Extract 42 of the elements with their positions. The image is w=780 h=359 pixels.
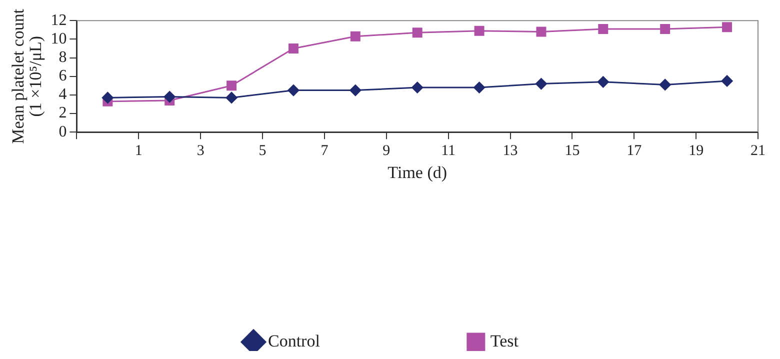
- point: [722, 22, 732, 32]
- point: [226, 80, 237, 91]
- point: [288, 43, 298, 54]
- x-tick-label: 13: [502, 143, 518, 160]
- point: [660, 24, 670, 34]
- point: [412, 82, 424, 94]
- point: [659, 78, 671, 90]
- x-tick-label: 19: [688, 143, 704, 160]
- x-axis-title: Time (d): [388, 162, 448, 182]
- point: [721, 75, 733, 87]
- y-tick-label: 10: [50, 30, 67, 48]
- y-tick-label: 0: [58, 123, 67, 140]
- point: [535, 78, 547, 90]
- point: [350, 84, 362, 96]
- point: [350, 31, 360, 42]
- x-tick-label: 3: [196, 143, 204, 160]
- point: [226, 92, 238, 104]
- x-tick-label: 15: [564, 143, 580, 160]
- y-tick-label: 12: [50, 12, 67, 29]
- x-tick-label: 7: [320, 143, 329, 160]
- y-tick-label: 8: [58, 48, 67, 66]
- point: [288, 84, 300, 96]
- x-tick-label: 1: [134, 143, 142, 160]
- legend-label: Test: [490, 331, 519, 350]
- y-axis-title: Mean platelet count (1 ×10⁵/μL): [8, 8, 46, 144]
- y-tick-label: 4: [58, 86, 67, 104]
- point: [474, 82, 486, 94]
- point: [597, 76, 609, 88]
- x-tick-label: 21: [750, 143, 766, 160]
- point: [474, 26, 484, 36]
- y-tick-label: 2: [58, 104, 67, 122]
- legend-label: Control: [268, 331, 320, 350]
- point: [164, 91, 176, 103]
- x-tick-label: 9: [382, 143, 390, 160]
- point: [412, 28, 422, 38]
- point: [536, 26, 546, 37]
- y-tick-label: 6: [58, 68, 67, 85]
- point: [102, 92, 114, 104]
- x-tick-label: 11: [441, 143, 456, 160]
- point: [598, 24, 608, 34]
- x-tick-label: 17: [626, 143, 642, 160]
- x-tick-label: 5: [258, 143, 266, 160]
